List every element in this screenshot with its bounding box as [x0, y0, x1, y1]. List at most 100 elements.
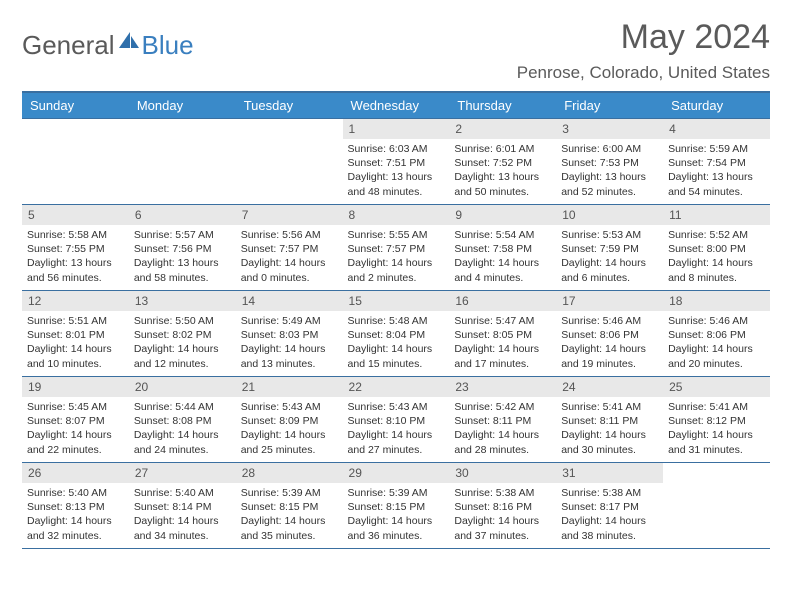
- calendar-body: 1Sunrise: 6:03 AMSunset: 7:51 PMDaylight…: [22, 119, 770, 549]
- day-data: Sunrise: 5:41 AMSunset: 8:11 PMDaylight:…: [556, 397, 663, 461]
- day-number: 6: [129, 205, 236, 225]
- calendar-cell: 31Sunrise: 5:38 AMSunset: 8:17 PMDayligh…: [556, 463, 663, 549]
- day-number: 1: [343, 119, 450, 139]
- day-data: Sunrise: 5:52 AMSunset: 8:00 PMDaylight:…: [663, 225, 770, 289]
- day-data: Sunrise: 6:03 AMSunset: 7:51 PMDaylight:…: [343, 139, 450, 203]
- weekday-monday: Monday: [129, 92, 236, 119]
- day-number: 17: [556, 291, 663, 311]
- day-number: 26: [22, 463, 129, 483]
- calendar-cell: 5Sunrise: 5:58 AMSunset: 7:55 PMDaylight…: [22, 205, 129, 291]
- calendar-cell: 19Sunrise: 5:45 AMSunset: 8:07 PMDayligh…: [22, 377, 129, 463]
- weekday-wednesday: Wednesday: [343, 92, 450, 119]
- calendar-cell: 29Sunrise: 5:39 AMSunset: 8:15 PMDayligh…: [343, 463, 450, 549]
- calendar-cell: 23Sunrise: 5:42 AMSunset: 8:11 PMDayligh…: [449, 377, 556, 463]
- calendar-row: 12Sunrise: 5:51 AMSunset: 8:01 PMDayligh…: [22, 291, 770, 377]
- weekday-thursday: Thursday: [449, 92, 556, 119]
- day-data: Sunrise: 5:59 AMSunset: 7:54 PMDaylight:…: [663, 139, 770, 203]
- calendar-cell: 27Sunrise: 5:40 AMSunset: 8:14 PMDayligh…: [129, 463, 236, 549]
- calendar-cell: 18Sunrise: 5:46 AMSunset: 8:06 PMDayligh…: [663, 291, 770, 377]
- day-number: 29: [343, 463, 450, 483]
- day-data: Sunrise: 5:42 AMSunset: 8:11 PMDaylight:…: [449, 397, 556, 461]
- day-number: 4: [663, 119, 770, 139]
- calendar-cell: 7Sunrise: 5:56 AMSunset: 7:57 PMDaylight…: [236, 205, 343, 291]
- day-number: 30: [449, 463, 556, 483]
- calendar-cell: 10Sunrise: 5:53 AMSunset: 7:59 PMDayligh…: [556, 205, 663, 291]
- calendar-cell: 1Sunrise: 6:03 AMSunset: 7:51 PMDaylight…: [343, 119, 450, 205]
- day-data: Sunrise: 5:43 AMSunset: 8:09 PMDaylight:…: [236, 397, 343, 461]
- day-data: Sunrise: 5:51 AMSunset: 8:01 PMDaylight:…: [22, 311, 129, 375]
- day-number: 19: [22, 377, 129, 397]
- calendar-cell: 15Sunrise: 5:48 AMSunset: 8:04 PMDayligh…: [343, 291, 450, 377]
- title-block: May 2024 Penrose, Colorado, United State…: [517, 18, 770, 83]
- weekday-friday: Friday: [556, 92, 663, 119]
- month-title: May 2024: [517, 18, 770, 57]
- day-data: Sunrise: 5:47 AMSunset: 8:05 PMDaylight:…: [449, 311, 556, 375]
- day-number: 22: [343, 377, 450, 397]
- day-data: Sunrise: 5:45 AMSunset: 8:07 PMDaylight:…: [22, 397, 129, 461]
- day-data: Sunrise: 5:39 AMSunset: 8:15 PMDaylight:…: [343, 483, 450, 547]
- weekday-saturday: Saturday: [663, 92, 770, 119]
- logo-sail-icon: [118, 31, 140, 49]
- day-number: 7: [236, 205, 343, 225]
- day-data: Sunrise: 5:43 AMSunset: 8:10 PMDaylight:…: [343, 397, 450, 461]
- calendar-cell: 16Sunrise: 5:47 AMSunset: 8:05 PMDayligh…: [449, 291, 556, 377]
- day-data: Sunrise: 5:38 AMSunset: 8:17 PMDaylight:…: [556, 483, 663, 547]
- day-number: 2: [449, 119, 556, 139]
- day-number: 10: [556, 205, 663, 225]
- day-number: 25: [663, 377, 770, 397]
- day-number: 31: [556, 463, 663, 483]
- day-data: Sunrise: 5:54 AMSunset: 7:58 PMDaylight:…: [449, 225, 556, 289]
- logo-text-blue: Blue: [142, 30, 194, 61]
- header: General Blue May 2024 Penrose, Colorado,…: [22, 18, 770, 83]
- calendar-table: SundayMondayTuesdayWednesdayThursdayFrid…: [22, 91, 770, 549]
- day-data: Sunrise: 5:58 AMSunset: 7:55 PMDaylight:…: [22, 225, 129, 289]
- day-data: Sunrise: 5:40 AMSunset: 8:13 PMDaylight:…: [22, 483, 129, 547]
- calendar-cell: 6Sunrise: 5:57 AMSunset: 7:56 PMDaylight…: [129, 205, 236, 291]
- calendar-cell: 22Sunrise: 5:43 AMSunset: 8:10 PMDayligh…: [343, 377, 450, 463]
- calendar-cell: [663, 463, 770, 549]
- calendar-cell: 11Sunrise: 5:52 AMSunset: 8:00 PMDayligh…: [663, 205, 770, 291]
- day-number: 15: [343, 291, 450, 311]
- calendar-cell: 13Sunrise: 5:50 AMSunset: 8:02 PMDayligh…: [129, 291, 236, 377]
- calendar-cell: 4Sunrise: 5:59 AMSunset: 7:54 PMDaylight…: [663, 119, 770, 205]
- calendar-cell: [22, 119, 129, 205]
- day-number: 3: [556, 119, 663, 139]
- calendar-header: SundayMondayTuesdayWednesdayThursdayFrid…: [22, 92, 770, 119]
- calendar-cell: 21Sunrise: 5:43 AMSunset: 8:09 PMDayligh…: [236, 377, 343, 463]
- day-data: Sunrise: 5:57 AMSunset: 7:56 PMDaylight:…: [129, 225, 236, 289]
- calendar-cell: 17Sunrise: 5:46 AMSunset: 8:06 PMDayligh…: [556, 291, 663, 377]
- day-number: 12: [22, 291, 129, 311]
- calendar-cell: 24Sunrise: 5:41 AMSunset: 8:11 PMDayligh…: [556, 377, 663, 463]
- day-data: Sunrise: 5:53 AMSunset: 7:59 PMDaylight:…: [556, 225, 663, 289]
- calendar-row: 19Sunrise: 5:45 AMSunset: 8:07 PMDayligh…: [22, 377, 770, 463]
- day-data: Sunrise: 5:56 AMSunset: 7:57 PMDaylight:…: [236, 225, 343, 289]
- calendar-cell: [236, 119, 343, 205]
- calendar-cell: 14Sunrise: 5:49 AMSunset: 8:03 PMDayligh…: [236, 291, 343, 377]
- day-number: 5: [22, 205, 129, 225]
- day-data: Sunrise: 5:46 AMSunset: 8:06 PMDaylight:…: [556, 311, 663, 375]
- calendar-row: 5Sunrise: 5:58 AMSunset: 7:55 PMDaylight…: [22, 205, 770, 291]
- day-data: Sunrise: 5:39 AMSunset: 8:15 PMDaylight:…: [236, 483, 343, 547]
- day-number: 8: [343, 205, 450, 225]
- day-number: 28: [236, 463, 343, 483]
- weekday-tuesday: Tuesday: [236, 92, 343, 119]
- day-data: Sunrise: 5:41 AMSunset: 8:12 PMDaylight:…: [663, 397, 770, 461]
- day-number: 13: [129, 291, 236, 311]
- day-number: 20: [129, 377, 236, 397]
- day-number: 14: [236, 291, 343, 311]
- day-data: Sunrise: 5:55 AMSunset: 7:57 PMDaylight:…: [343, 225, 450, 289]
- calendar-row: 1Sunrise: 6:03 AMSunset: 7:51 PMDaylight…: [22, 119, 770, 205]
- day-data: Sunrise: 5:49 AMSunset: 8:03 PMDaylight:…: [236, 311, 343, 375]
- day-number: 16: [449, 291, 556, 311]
- day-data: Sunrise: 5:38 AMSunset: 8:16 PMDaylight:…: [449, 483, 556, 547]
- day-number: 27: [129, 463, 236, 483]
- day-number: 18: [663, 291, 770, 311]
- calendar-cell: [129, 119, 236, 205]
- day-data: Sunrise: 6:00 AMSunset: 7:53 PMDaylight:…: [556, 139, 663, 203]
- location-text: Penrose, Colorado, United States: [517, 63, 770, 83]
- calendar-cell: 2Sunrise: 6:01 AMSunset: 7:52 PMDaylight…: [449, 119, 556, 205]
- day-data: Sunrise: 5:48 AMSunset: 8:04 PMDaylight:…: [343, 311, 450, 375]
- calendar-cell: 3Sunrise: 6:00 AMSunset: 7:53 PMDaylight…: [556, 119, 663, 205]
- weekday-sunday: Sunday: [22, 92, 129, 119]
- day-data: Sunrise: 6:01 AMSunset: 7:52 PMDaylight:…: [449, 139, 556, 203]
